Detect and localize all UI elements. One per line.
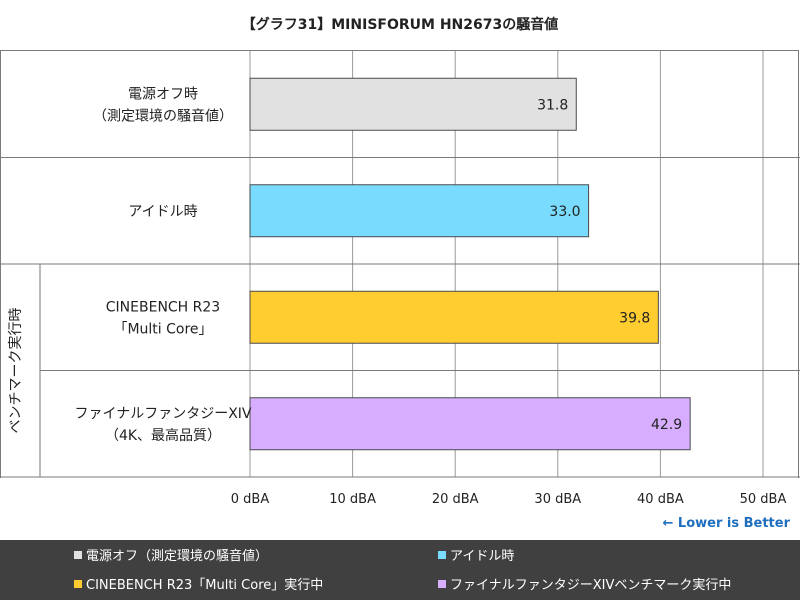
x-tick-label: 40 dBA [637,492,684,507]
category-label: ファイナルファンタジーXIV [74,406,251,422]
x-tick-label: 50 dBA [740,492,787,507]
data-label: 33.0 [549,204,580,220]
bar-chart: ベンチマーク実行時 31.8 電源オフ時 （測定環境の騒音値） 33.0 アイドル時 39.… [0,51,800,507]
legend-swatch [438,580,446,588]
category-label: 「Multi Core」 [113,321,212,337]
data-label: 39.8 [619,310,650,326]
category-label: （測定環境の騒音値） [93,107,233,124]
x-tick-label: 30 dBA [534,492,581,507]
group-label: ベンチマーク実行時 [8,308,24,434]
data-label: 42.9 [651,417,682,433]
legend-swatch [74,551,82,559]
legend-label: アイドル時 [450,549,515,564]
legend-item-ffxiv: ファイナルファンタジーXIVベンチマーク実行中 [438,574,731,593]
x-tick-label: 0 dBA [231,492,270,507]
lower-is-better-note: ← Lower is Better [662,516,791,531]
legend-label: 電源オフ（測定環境の騒音値） [86,549,269,564]
bar [249,397,691,451]
x-tick-label: 20 dBA [432,492,479,507]
category-label: CINEBENCH R23 [106,299,220,315]
legend-item-idle: アイドル時 [438,545,514,564]
legend-label: CINEBENCH R23「Multi Core」実行中 [86,578,324,593]
legend: 電源オフ（測定環境の騒音値） アイドル時 CINEBENCH R23「Multi… [0,540,800,600]
bar [249,184,590,238]
chart-title: 【グラフ31】MINISFORUM HN2673の騒音値 [241,17,559,33]
x-tick-label: 10 dBA [329,492,376,507]
category-label: アイドル時 [128,204,197,220]
category-label: 電源オフ時 [128,86,198,102]
legend-swatch [438,551,446,559]
bar [249,290,659,344]
legend-item-cinebench: CINEBENCH R23「Multi Core」実行中 [74,574,323,593]
legend-swatch [74,580,82,588]
data-label: 31.8 [537,97,568,113]
category-label: （4K、最高品質） [105,427,221,444]
legend-label: ファイナルファンタジーXIVベンチマーク実行中 [450,578,732,593]
bar [249,77,577,131]
legend-item-power-off: 電源オフ（測定環境の騒音値） [74,545,268,564]
